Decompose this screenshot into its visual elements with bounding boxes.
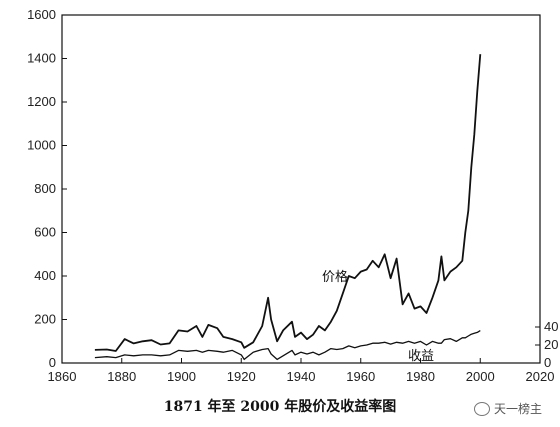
x-tick-label: 1920 — [227, 369, 256, 384]
x-tick-label: 1880 — [107, 369, 136, 384]
y-tick-label: 1200 — [27, 94, 56, 109]
series-label-earnings: 收益 — [408, 349, 434, 364]
y-tick-label: 600 — [34, 225, 56, 240]
y-tick-label: 800 — [34, 181, 56, 196]
y-axis: 0 200 400 600 800 1000 1200 1400 1600 — [27, 7, 67, 370]
x-tick-label: 1940 — [287, 369, 316, 384]
y-tick-label: 1600 — [27, 7, 56, 22]
chart: 1860 1880 1900 1920 1940 1960 1980 2000 2020 020… — [27, 7, 558, 384]
y-tick-label: 400 — [34, 268, 56, 283]
right-tick-label: 0 — [544, 355, 551, 370]
x-tick-label: 2020 — [526, 369, 555, 384]
right-axis: 0 20 40 — [535, 319, 558, 370]
right-tick-label: 20 — [544, 337, 558, 352]
watermark-text: 天一榜主 — [493, 402, 542, 416]
x-tick-label: 2000 — [466, 369, 495, 384]
plot-frame — [61, 14, 541, 364]
chat-bubble-icon — [473, 401, 490, 416]
x-tick-label: 1900 — [167, 369, 196, 384]
series-line-earnings — [94, 330, 481, 361]
chart-title: 1871 年至 2000 年股价及收益率图 — [163, 399, 397, 415]
y-tick-label: 0 — [49, 355, 56, 370]
x-tick-label: 1860 — [48, 369, 77, 384]
y-tick-label: 1000 — [27, 138, 56, 153]
series-lines — [94, 54, 482, 361]
x-tick-label: 1980 — [406, 369, 435, 384]
y-tick-label: 1400 — [27, 51, 56, 66]
watermark: 天一榜主 — [473, 400, 542, 417]
x-axis: 1860 1880 1900 1920 1940 1960 1980 2000 2020 — [48, 358, 555, 384]
x-tick-label: 1960 — [346, 369, 375, 384]
y-tick-label: 200 — [34, 312, 56, 327]
series-label-price: 价格 — [322, 269, 348, 285]
series-line-price — [94, 54, 482, 352]
right-tick-label: 40 — [544, 319, 558, 334]
